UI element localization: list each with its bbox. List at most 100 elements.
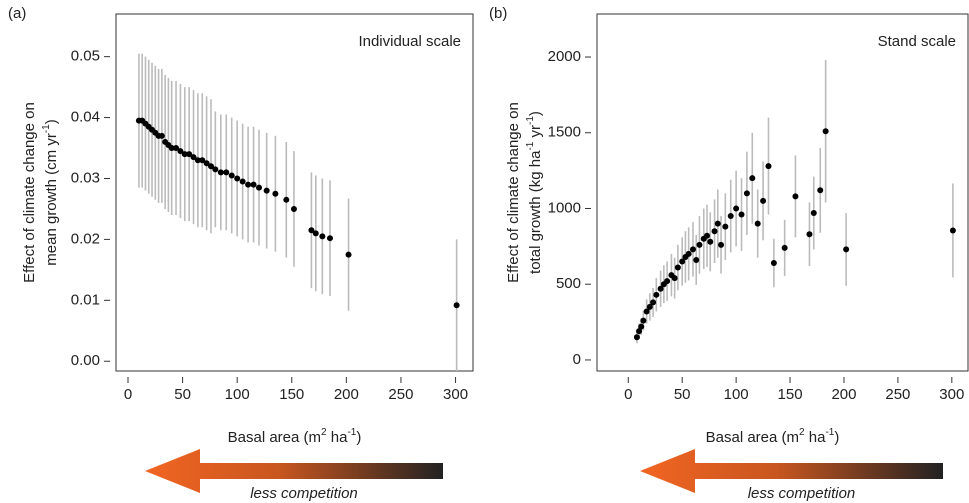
data-point: [754, 220, 761, 227]
data-point: [228, 172, 235, 179]
x-tick-label: 200: [334, 386, 359, 403]
y-tick-label: 500: [556, 275, 581, 292]
data-point: [781, 244, 788, 251]
data-point: [158, 132, 165, 139]
y-axis-label: Effect of climate change on: [505, 102, 522, 283]
data-point: [674, 264, 681, 271]
x-tick-label: 50: [174, 386, 191, 403]
label-part: ha: [327, 429, 349, 446]
data-point: [207, 163, 214, 170]
x-tick-label: 50: [674, 386, 691, 403]
data-point: [199, 157, 206, 164]
plot-frame: [596, 13, 969, 372]
y-tick-label: 0.02: [71, 230, 100, 247]
data-point: [792, 193, 799, 200]
data-point: [689, 246, 696, 253]
data-point: [345, 251, 352, 258]
y-tick-label: 1500: [548, 124, 581, 141]
data-point: [312, 230, 319, 237]
data-point: [949, 227, 956, 234]
data-point: [770, 260, 777, 267]
data-point: [664, 278, 671, 285]
x-tick-label: 150: [279, 386, 304, 403]
data-point: [636, 328, 643, 335]
data-point: [256, 184, 263, 191]
superscript: -1: [525, 116, 536, 125]
label-part: Basal area (m: [228, 429, 321, 446]
data-point: [308, 227, 315, 234]
data-point: [173, 145, 180, 152]
label-part: Basal area (m: [706, 429, 799, 446]
data-point: [718, 241, 725, 248]
data-point: [693, 256, 700, 263]
data-point: [743, 190, 750, 197]
data-point: [733, 205, 740, 212]
x-tick-label: 250: [388, 386, 413, 403]
x-tick-label: 250: [885, 386, 910, 403]
data-point: [843, 246, 850, 253]
x-tick-label: 0: [124, 386, 132, 403]
data-point: [203, 160, 210, 167]
data-point: [704, 232, 711, 239]
y-axis-label: total growth (kg ha-1 yr-1): [525, 111, 544, 274]
data-point: [696, 241, 703, 248]
x-tick-label: 150: [778, 386, 803, 403]
data-point: [817, 187, 824, 194]
data-point: [234, 175, 241, 182]
y-tick-label: 0.04: [71, 109, 100, 126]
data-point: [646, 303, 653, 310]
superscript: -1: [41, 124, 52, 133]
arrow-label: less competition: [748, 485, 856, 502]
data-point: [453, 302, 460, 309]
data-point: [190, 154, 197, 161]
data-point: [727, 213, 734, 220]
label-part: yr: [527, 125, 544, 142]
label-part: ): [356, 429, 361, 446]
data-point: [765, 163, 772, 170]
y-tick-label: 0: [573, 351, 581, 368]
panel-annotation: Individual scale: [358, 33, 461, 50]
data-point: [186, 151, 193, 158]
y-axis-label: Effect of climate change on: [21, 102, 38, 283]
data-point: [217, 169, 224, 176]
superscript: 2: [321, 427, 327, 438]
arrow-label: less competition: [250, 485, 358, 502]
x-tick-label: 300: [443, 386, 468, 403]
label-part: ha: [805, 429, 827, 446]
data-point: [685, 250, 692, 257]
data-point: [283, 196, 290, 203]
data-point: [290, 205, 297, 212]
data-point: [326, 235, 333, 242]
label-part: total growth (kg ha: [527, 150, 544, 274]
data-point: [650, 299, 657, 306]
label-part: ): [834, 429, 839, 446]
data-point: [319, 233, 326, 240]
data-point: [272, 190, 279, 197]
data-point: [194, 157, 201, 164]
data-point: [671, 275, 678, 282]
y-tick-label: 0.05: [71, 48, 100, 65]
data-point: [643, 308, 650, 315]
data-point: [806, 231, 813, 238]
data-point: [640, 317, 647, 324]
data-point: [810, 210, 817, 217]
data-point: [760, 197, 767, 204]
data-point: [212, 166, 219, 173]
data-point: [679, 258, 686, 265]
data-point: [245, 181, 252, 188]
data-point: [239, 178, 246, 185]
y-tick-label: 2000: [548, 48, 581, 65]
panel-label: (a): [8, 5, 26, 22]
x-tick-label: 0: [624, 386, 632, 403]
data-point: [638, 323, 645, 330]
label-part: ): [527, 111, 544, 116]
y-tick-label: 0.01: [71, 291, 100, 308]
label-part: mean growth (cm yr: [43, 133, 60, 266]
panel-annotation: Stand scale: [878, 33, 956, 50]
superscript: -1: [525, 141, 536, 150]
data-point: [738, 211, 745, 218]
data-point: [168, 145, 175, 152]
data-point: [250, 181, 257, 188]
y-tick-label: 0.00: [71, 352, 100, 369]
panel-label: (b): [489, 5, 507, 22]
